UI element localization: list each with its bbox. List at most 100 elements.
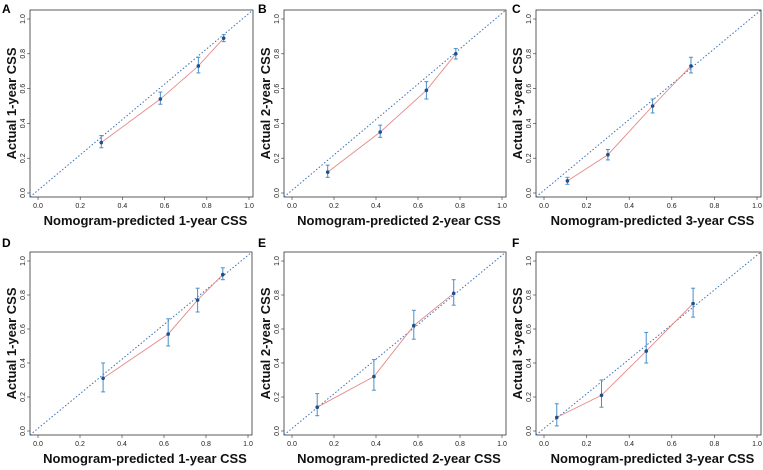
data-point-f-2 bbox=[644, 349, 649, 353]
data-point-d-0 bbox=[101, 376, 105, 381]
y-tick-label-e-3: 0.6 bbox=[274, 324, 281, 334]
x-tick-label-b-0: 0.0 bbox=[287, 203, 297, 210]
y-tick-label-d-5: 1.0 bbox=[20, 256, 27, 266]
y-tick-label-e-2: 0.4 bbox=[274, 358, 281, 368]
x-axis-title-f: Nomogram-predicted 3-year CSS bbox=[551, 451, 755, 466]
y-axis-title-d: Actual 1-year CSS bbox=[4, 287, 19, 399]
x-tick-label-c-2: 0.4 bbox=[624, 203, 634, 210]
data-point-c-2 bbox=[650, 104, 655, 108]
panel-d: 0.0 0.0 0.2 0.2 0.4 0.4 0.6 0.6 0.8 0.8 1.0 1.0 Nomo… bbox=[2, 236, 253, 466]
y-tick-label-c-1: 0.2 bbox=[526, 153, 533, 163]
data-point-b-2 bbox=[424, 88, 429, 93]
data-point-a-0 bbox=[99, 140, 104, 145]
x-tick-label-b-3: 0.6 bbox=[413, 203, 423, 210]
reference-line-d bbox=[29, 251, 253, 436]
x-axis-title-a: Nomogram-predicted 1-year CSS bbox=[44, 213, 248, 228]
x-tick-label-f-2: 0.4 bbox=[624, 441, 634, 448]
x-tick-label-e-0: 0.0 bbox=[287, 441, 297, 448]
y-axis-title-c: Actual 3-year CSS bbox=[510, 47, 525, 159]
calibration-line-a bbox=[101, 37, 225, 143]
y-tick-label-d-0: 0.0 bbox=[20, 426, 27, 436]
x-tick-label-e-3: 0.6 bbox=[413, 441, 423, 448]
y-axis-title-e: Actual 2-year CSS bbox=[258, 287, 273, 399]
y-tick-label-f-4: 0.8 bbox=[526, 290, 533, 300]
y-tick-label-a-4: 0.8 bbox=[20, 49, 27, 59]
panel-label-e: E bbox=[258, 236, 266, 250]
data-point-b-1 bbox=[378, 130, 383, 134]
y-tick-label-f-0: 0.0 bbox=[526, 426, 533, 436]
data-point-e-1 bbox=[372, 374, 376, 379]
panel-label-a: A bbox=[2, 2, 11, 16]
plot-frame-e bbox=[283, 251, 507, 436]
data-point-f-1 bbox=[599, 393, 604, 398]
y-tick-label-b-5: 1.0 bbox=[274, 14, 281, 24]
x-tick-label-d-5: 1.0 bbox=[243, 441, 253, 448]
x-tick-label-d-0: 0.0 bbox=[33, 441, 43, 448]
y-tick-label-b-0: 0.0 bbox=[274, 188, 281, 198]
data-point-c-0 bbox=[565, 179, 570, 183]
x-axis-title-c: Nomogram-predicted 3-year CSS bbox=[551, 213, 755, 228]
x-tick-label-e-2: 0.4 bbox=[371, 441, 381, 448]
data-point-a-1 bbox=[158, 97, 163, 101]
x-tick-label-a-4: 0.8 bbox=[202, 203, 212, 210]
x-tick-label-c-3: 0.6 bbox=[667, 203, 677, 210]
y-tick-label-f-5: 1.0 bbox=[526, 256, 533, 266]
data-point-a-2 bbox=[196, 64, 201, 68]
x-tick-label-f-0: 0.0 bbox=[539, 441, 549, 448]
y-tick-label-e-4: 0.8 bbox=[274, 290, 281, 300]
y-tick-label-a-1: 0.2 bbox=[20, 153, 27, 163]
data-point-c-3 bbox=[689, 64, 693, 68]
y-axis-title-f: Actual 3-year CSS bbox=[510, 287, 525, 399]
data-point-d-3 bbox=[221, 272, 225, 277]
x-tick-label-a-2: 0.4 bbox=[118, 203, 128, 210]
y-tick-label-d-2: 0.4 bbox=[20, 358, 27, 368]
y-tick-label-c-5: 1.0 bbox=[526, 14, 533, 24]
x-tick-label-f-4: 0.8 bbox=[710, 441, 720, 448]
x-axis-title-e: Nomogram-predicted 2-year CSS bbox=[297, 451, 501, 466]
y-tick-label-f-3: 0.6 bbox=[526, 324, 533, 334]
calibration-line-c bbox=[567, 65, 692, 182]
x-tick-label-c-0: 0.0 bbox=[539, 203, 549, 210]
y-tick-label-c-3: 0.6 bbox=[526, 84, 533, 94]
panel-label-b: B bbox=[258, 2, 267, 16]
x-tick-label-d-2: 0.4 bbox=[117, 441, 127, 448]
panel-b: 0.0 0.0 0.2 0.2 0.4 0.4 0.6 0.6 0.8 0.8 1.0 1.0 Nomo… bbox=[258, 2, 507, 228]
panel-label-f: F bbox=[512, 236, 519, 250]
y-tick-label-b-2: 0.4 bbox=[274, 118, 281, 128]
x-tick-label-b-4: 0.8 bbox=[455, 203, 465, 210]
calibration-line-f bbox=[556, 303, 694, 418]
plot-frame-d bbox=[29, 251, 253, 436]
x-axis-title-d: Nomogram-predicted 1-year CSS bbox=[43, 451, 247, 466]
x-tick-label-c-5: 1.0 bbox=[752, 203, 762, 210]
data-point-e-3 bbox=[451, 291, 456, 296]
y-tick-label-e-1: 0.2 bbox=[274, 392, 281, 402]
y-tick-label-c-4: 0.8 bbox=[526, 49, 533, 59]
x-tick-label-e-5: 1.0 bbox=[497, 441, 507, 448]
x-tick-label-c-1: 0.2 bbox=[582, 203, 592, 210]
y-tick-label-e-0: 0.0 bbox=[274, 426, 281, 436]
x-tick-label-a-1: 0.2 bbox=[75, 203, 85, 210]
panel-e: 0.0 0.0 0.2 0.2 0.4 0.4 0.6 0.6 0.8 0.8 1.0 1.0 Nomo… bbox=[258, 236, 507, 466]
x-tick-label-b-1: 0.2 bbox=[329, 203, 339, 210]
x-tick-label-c-4: 0.8 bbox=[710, 203, 720, 210]
y-tick-label-b-1: 0.2 bbox=[274, 153, 281, 163]
reference-line-b bbox=[283, 9, 507, 198]
plot-frame-f bbox=[535, 251, 762, 436]
x-tick-label-e-1: 0.2 bbox=[329, 441, 339, 448]
y-tick-label-e-5: 1.0 bbox=[274, 256, 281, 266]
x-tick-label-d-4: 0.8 bbox=[201, 441, 211, 448]
x-tick-label-f-1: 0.2 bbox=[582, 441, 592, 448]
y-tick-label-b-4: 0.8 bbox=[274, 49, 281, 59]
reference-line-a bbox=[29, 9, 254, 198]
x-tick-label-b-2: 0.4 bbox=[371, 203, 381, 210]
reference-line-e bbox=[283, 251, 507, 436]
y-tick-label-a-0: 0.0 bbox=[20, 188, 27, 198]
panel-f: 0.0 0.0 0.2 0.2 0.4 0.4 0.6 0.6 0.8 0.8 1.0 1.0 Nomo… bbox=[510, 236, 762, 466]
y-tick-label-d-1: 0.2 bbox=[20, 392, 27, 402]
y-tick-label-c-0: 0.0 bbox=[526, 188, 533, 198]
y-tick-label-f-2: 0.4 bbox=[526, 358, 533, 368]
panel-label-d: D bbox=[2, 236, 11, 250]
y-tick-label-a-3: 0.6 bbox=[20, 84, 27, 94]
